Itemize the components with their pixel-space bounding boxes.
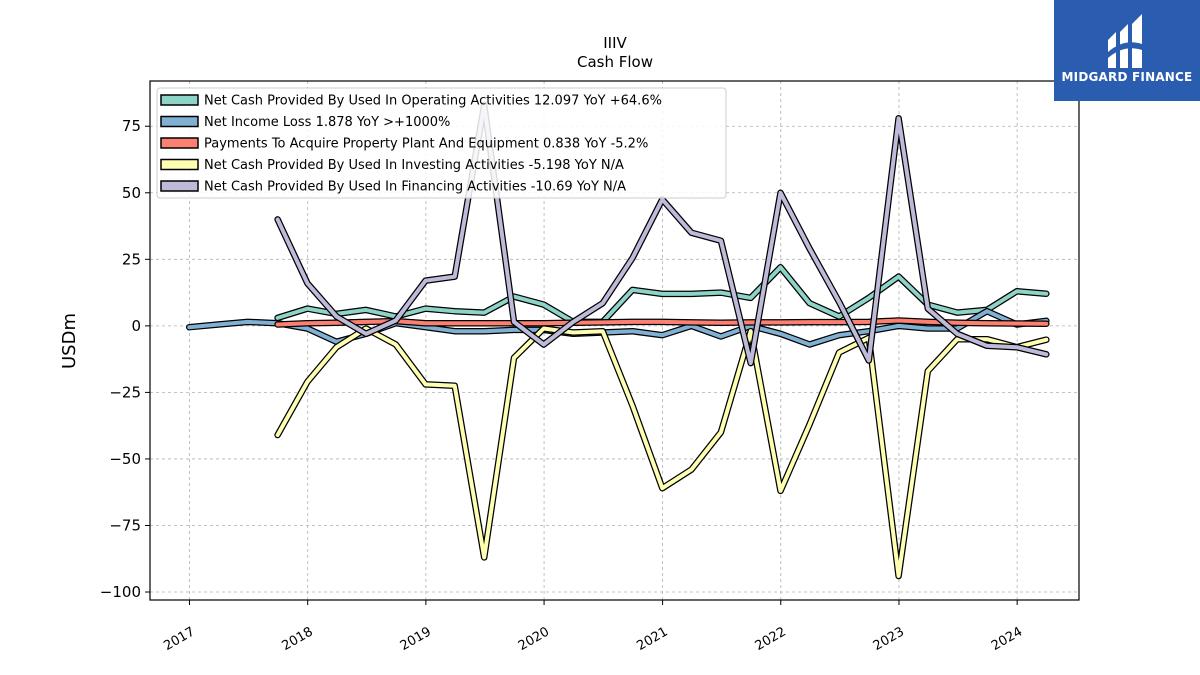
y-tick-label: −100 xyxy=(100,583,141,601)
midgard-logo-icon xyxy=(1108,14,1142,68)
series-2 xyxy=(274,317,1050,328)
legend-label: Net Income Loss 1.878 YoY >+1000% xyxy=(204,115,450,130)
series-line xyxy=(187,309,1049,347)
legend: Net Cash Provided By Used In Operating A… xyxy=(156,87,727,199)
chart-subtitle: Cash Flow xyxy=(577,53,653,71)
series-1 xyxy=(185,307,1050,348)
series-line xyxy=(275,318,1049,327)
y-tick-label: −75 xyxy=(109,516,141,534)
legend-swatch xyxy=(160,115,199,128)
legend-label: Net Cash Provided By Used In Investing A… xyxy=(204,158,624,173)
plot-frame xyxy=(149,80,1080,601)
x-tick-label: 2022 xyxy=(753,624,789,654)
y-tick-label: 0 xyxy=(131,317,141,335)
y-axis-label: USDm xyxy=(59,313,80,369)
series-0 xyxy=(274,264,1050,326)
series-3 xyxy=(274,325,1050,580)
x-tick-label: 2024 xyxy=(989,624,1025,654)
legend-label: Payments To Acquire Property Plant And E… xyxy=(204,137,648,152)
legend-label: Net Cash Provided By Used In Financing A… xyxy=(204,180,626,195)
series-line xyxy=(275,103,1049,366)
brand-logo: MIDGARD FINANCE xyxy=(1054,0,1200,101)
y-tick-label: 25 xyxy=(122,250,141,268)
y-tick-label: −25 xyxy=(109,383,141,401)
legend-swatch xyxy=(160,94,199,106)
legend-box xyxy=(156,87,727,199)
y-axis: 75 50 25 0 −25 −50 −75 −100 xyxy=(100,117,150,601)
x-tick-label: 2021 xyxy=(634,624,670,654)
y-tick-label: 75 xyxy=(122,117,141,135)
series-line xyxy=(275,326,1049,578)
x-tick-label: 2019 xyxy=(398,624,434,654)
series-4 xyxy=(274,101,1050,367)
legend-swatch xyxy=(160,137,199,149)
x-axis: 2017 2018 2019 2020 2021 2022 2023 2024 xyxy=(161,600,1025,654)
legend-label: Net Cash Provided By Used In Operating A… xyxy=(204,94,662,109)
legend-swatch xyxy=(160,158,199,171)
brand-name: MIDGARD FINANCE xyxy=(1061,70,1193,84)
x-tick-label: 2023 xyxy=(871,624,907,654)
x-tick-label: 2020 xyxy=(516,624,552,654)
y-tick-label: 50 xyxy=(122,184,141,202)
chart-title: IIIV xyxy=(603,34,627,52)
y-tick-label: −50 xyxy=(109,450,141,468)
x-tick-label: 2018 xyxy=(280,624,316,654)
series-line xyxy=(275,265,1049,324)
x-tick-label: 2017 xyxy=(161,624,197,654)
series-lines xyxy=(185,101,1050,580)
legend-swatch xyxy=(160,180,199,192)
